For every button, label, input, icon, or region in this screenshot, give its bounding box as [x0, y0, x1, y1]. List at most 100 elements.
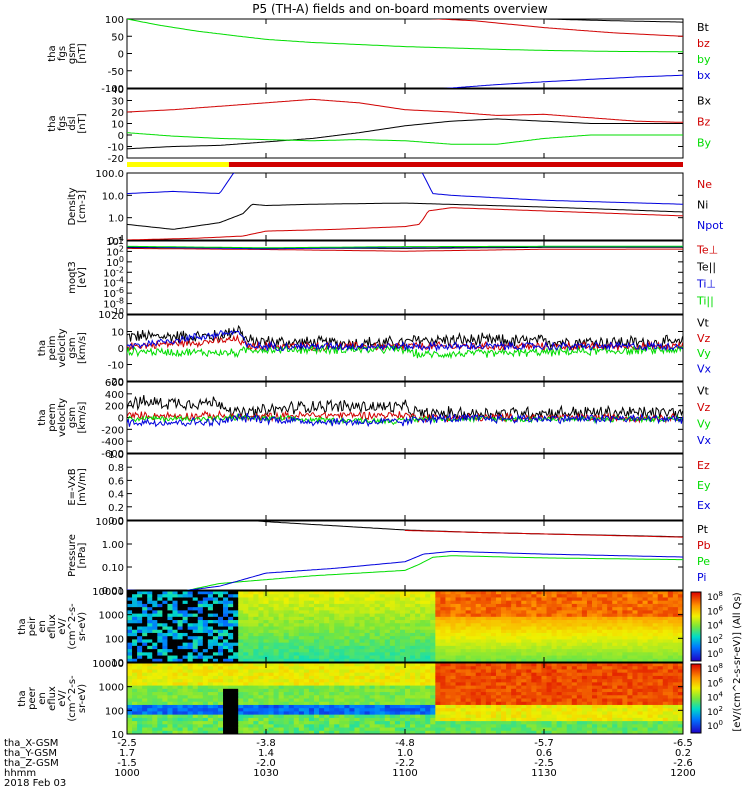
heatmap-cell	[178, 591, 183, 595]
heatmap-cell	[511, 636, 516, 640]
heatmap-cell	[167, 702, 172, 706]
heatmap-cell	[430, 666, 435, 670]
heatmap-cell	[203, 715, 208, 719]
heatmap-cell	[324, 649, 329, 653]
heatmap-cell	[582, 620, 587, 624]
heatmap-cell	[390, 686, 395, 690]
heatmap-cell	[461, 724, 466, 728]
heatmap-cell	[167, 604, 172, 608]
heatmap-cell	[491, 689, 496, 693]
heatmap-cell	[203, 718, 208, 722]
heatmap-cell	[597, 695, 602, 699]
panel-frame	[127, 173, 683, 240]
heatmap-cell	[233, 666, 238, 670]
heatmap-cell	[567, 604, 572, 608]
heatmap-cell	[445, 652, 450, 656]
heatmap-cell	[238, 604, 243, 608]
heatmap-cell	[248, 607, 253, 611]
heatmap-cell	[577, 666, 582, 670]
heatmap-cell	[587, 652, 592, 656]
heatmap-cell	[552, 692, 557, 696]
heatmap-cell	[319, 617, 324, 621]
heatmap-cell	[279, 604, 284, 608]
heatmap-cell	[385, 721, 390, 725]
heatmap-cell	[632, 652, 637, 656]
heatmap-cell	[547, 676, 552, 680]
heatmap-cell	[602, 715, 607, 719]
heatmap-cell	[450, 610, 455, 614]
heatmap-cell	[450, 656, 455, 660]
heatmap-cell	[612, 636, 617, 640]
heatmap-cell	[435, 607, 440, 611]
heatmap-cell	[203, 620, 208, 624]
heatmap-cell	[481, 724, 486, 728]
heatmap-cell	[354, 594, 359, 598]
heatmap-cell	[445, 636, 450, 640]
heatmap-cell	[294, 591, 299, 595]
heatmap-cell	[294, 692, 299, 696]
heatmap-cell	[622, 682, 627, 686]
heatmap-cell	[395, 614, 400, 618]
heatmap-cell	[390, 699, 395, 703]
heatmap-cell	[218, 705, 223, 709]
heatmap-cell	[380, 711, 385, 715]
heatmap-cell	[511, 695, 516, 699]
heatmap-cell	[238, 718, 243, 722]
heatmap-cell	[167, 666, 172, 670]
heatmap-cell	[284, 711, 289, 715]
heatmap-cell	[304, 649, 309, 653]
heatmap-cell	[536, 627, 541, 631]
heatmap-cell	[228, 656, 233, 660]
heatmap-cell	[420, 633, 425, 637]
heatmap-cell	[385, 708, 390, 712]
heatmap-cell	[213, 673, 218, 677]
heatmap-cell	[602, 594, 607, 598]
heatmap-cell	[476, 721, 481, 725]
heatmap-cell	[400, 682, 405, 686]
heatmap-cell	[208, 630, 213, 634]
heatmap-cell	[385, 656, 390, 660]
heatmap-cell	[632, 601, 637, 605]
heatmap-cell	[653, 617, 658, 621]
heatmap-cell	[597, 718, 602, 722]
heatmap-cell	[243, 663, 248, 667]
legend-entry: Pi	[697, 571, 706, 584]
heatmap-cell	[476, 708, 481, 712]
heatmap-cell	[526, 633, 531, 637]
heatmap-cell	[360, 594, 365, 598]
heatmap-cell	[319, 699, 324, 703]
heatmap-cell	[344, 633, 349, 637]
heatmap-cell	[248, 620, 253, 624]
heatmap-cell	[152, 686, 157, 690]
heatmap-cell	[243, 597, 248, 601]
heatmap-cell	[132, 591, 137, 595]
heatmap-cell	[127, 666, 132, 670]
heatmap-cell	[279, 669, 284, 673]
heatmap-cell	[587, 636, 592, 640]
heatmap-cell	[658, 617, 663, 621]
heatmap-cell	[334, 711, 339, 715]
heatmap-cell	[547, 721, 552, 725]
heatmap-cell	[269, 639, 274, 643]
heatmap-cell	[491, 594, 496, 598]
heatmap-cell	[562, 695, 567, 699]
heatmap-cell	[390, 643, 395, 647]
heatmap-cell	[294, 669, 299, 673]
heatmap-cell	[587, 649, 592, 653]
heatmap-cell	[375, 643, 380, 647]
heatmap-cell	[496, 646, 501, 650]
heatmap-cell	[430, 639, 435, 643]
heatmap-cell	[370, 617, 375, 621]
heatmap-cell	[208, 591, 213, 595]
heatmap-cell	[521, 649, 526, 653]
y-tick-label: 1.0	[108, 450, 124, 461]
heatmap-cell	[602, 695, 607, 699]
heatmap-cell	[238, 682, 243, 686]
heatmap-cell	[375, 708, 380, 712]
heatmap-cell	[420, 666, 425, 670]
heatmap-cell	[360, 705, 365, 709]
heatmap-cell	[466, 594, 471, 598]
heatmap-cell	[420, 630, 425, 634]
heatmap-cell	[562, 718, 567, 722]
heatmap-cell	[587, 591, 592, 595]
